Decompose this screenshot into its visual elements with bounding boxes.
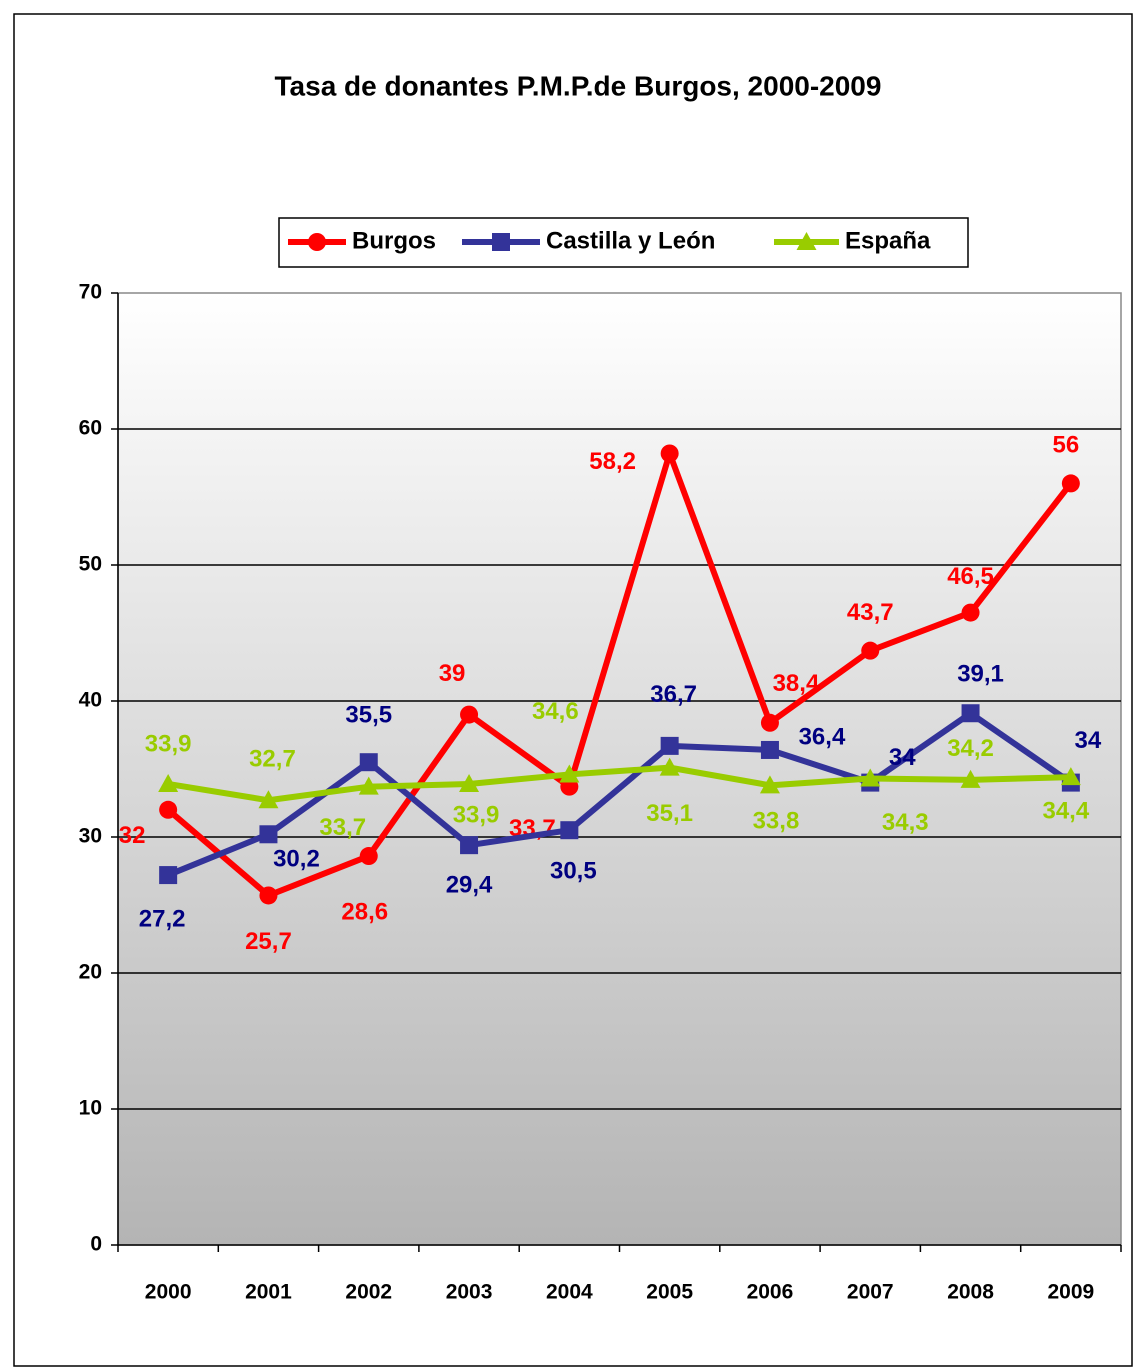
point — [460, 705, 479, 724]
data-label: 25,7 — [245, 928, 292, 955]
point — [259, 825, 278, 844]
data-label: 34,2 — [947, 735, 994, 762]
y-tick-label: 30 — [79, 825, 102, 848]
point — [559, 764, 580, 783]
data-label: 58,2 — [589, 448, 636, 475]
data-label: 29,4 — [446, 872, 493, 899]
data-label: 35,5 — [345, 702, 392, 729]
data-label: 36,7 — [650, 681, 697, 708]
point — [660, 444, 679, 463]
data-label: 33,9 — [145, 730, 192, 757]
point — [258, 790, 279, 809]
x-tick-label: 2008 — [947, 1281, 994, 1304]
point — [259, 886, 278, 905]
y-tick-label: 0 — [90, 1233, 102, 1256]
legend-marker — [796, 232, 817, 250]
point — [358, 776, 379, 795]
point — [860, 768, 881, 787]
series-line — [167, 710, 1073, 878]
legend-label: Castilla y León — [546, 227, 715, 254]
x-tick-label: 2001 — [245, 1281, 292, 1304]
x-tick-label: 2006 — [747, 1281, 794, 1304]
x-tick-label: 2003 — [446, 1281, 493, 1304]
data-label: 34,6 — [532, 698, 579, 725]
point — [159, 800, 178, 819]
data-label: 43,7 — [847, 599, 894, 626]
data-label: 34 — [1074, 727, 1101, 754]
data-label: 39,1 — [957, 661, 1004, 688]
point — [760, 740, 779, 759]
point — [660, 736, 679, 755]
data-label: 32 — [119, 822, 146, 849]
point — [159, 866, 178, 885]
point — [659, 757, 680, 776]
legend — [278, 217, 969, 268]
legend-marker — [308, 233, 326, 251]
point — [158, 773, 179, 792]
y-tick-label: 70 — [79, 281, 102, 304]
point — [760, 713, 779, 732]
x-tick-label: 2002 — [345, 1281, 392, 1304]
x-tick-label: 2007 — [847, 1281, 894, 1304]
data-label: 34,4 — [1042, 798, 1089, 825]
y-tick-label: 10 — [79, 1097, 102, 1120]
data-label: 30,2 — [273, 846, 320, 873]
data-label: 28,6 — [341, 898, 388, 925]
point — [560, 821, 579, 840]
series-line — [167, 764, 1071, 804]
legend-label: España — [845, 227, 931, 254]
point — [861, 641, 880, 660]
point — [759, 775, 780, 794]
data-label: 36,4 — [799, 723, 846, 750]
data-label: 27,2 — [139, 905, 186, 932]
point — [359, 847, 378, 866]
point — [460, 836, 479, 855]
point — [960, 769, 981, 788]
x-tick-label: 2004 — [546, 1281, 593, 1304]
point — [1060, 767, 1081, 786]
point — [961, 603, 980, 622]
x-tick-label: 2000 — [145, 1281, 192, 1304]
data-label: 32,7 — [249, 746, 296, 773]
data-label: 33,8 — [753, 808, 800, 835]
data-label: 34,3 — [882, 809, 929, 836]
point — [1061, 474, 1080, 493]
y-tick-label: 60 — [79, 417, 102, 440]
series-line — [166, 450, 1074, 899]
point — [359, 753, 378, 772]
y-tick-label: 50 — [79, 553, 102, 576]
y-tick-label: 40 — [79, 689, 102, 712]
x-tick-label: 2009 — [1047, 1281, 1094, 1304]
data-label: 39 — [439, 660, 466, 687]
data-label: 30,5 — [550, 858, 597, 885]
point — [961, 704, 980, 723]
x-tick-label: 2005 — [646, 1281, 693, 1304]
legend-marker — [492, 233, 510, 251]
data-label: 56 — [1052, 432, 1079, 459]
data-label: 38,4 — [773, 670, 820, 697]
data-label: 46,5 — [947, 563, 994, 590]
point — [459, 773, 480, 792]
data-label: 33,9 — [453, 801, 500, 828]
data-label: 35,1 — [646, 800, 693, 827]
chart-title: Tasa de donantes P.M.P.de Burgos, 2000-2… — [275, 70, 882, 101]
y-tick-label: 20 — [79, 961, 102, 984]
data-label: 34 — [889, 744, 916, 771]
data-label: 33,7 — [319, 814, 366, 841]
legend-label: Burgos — [352, 227, 436, 254]
